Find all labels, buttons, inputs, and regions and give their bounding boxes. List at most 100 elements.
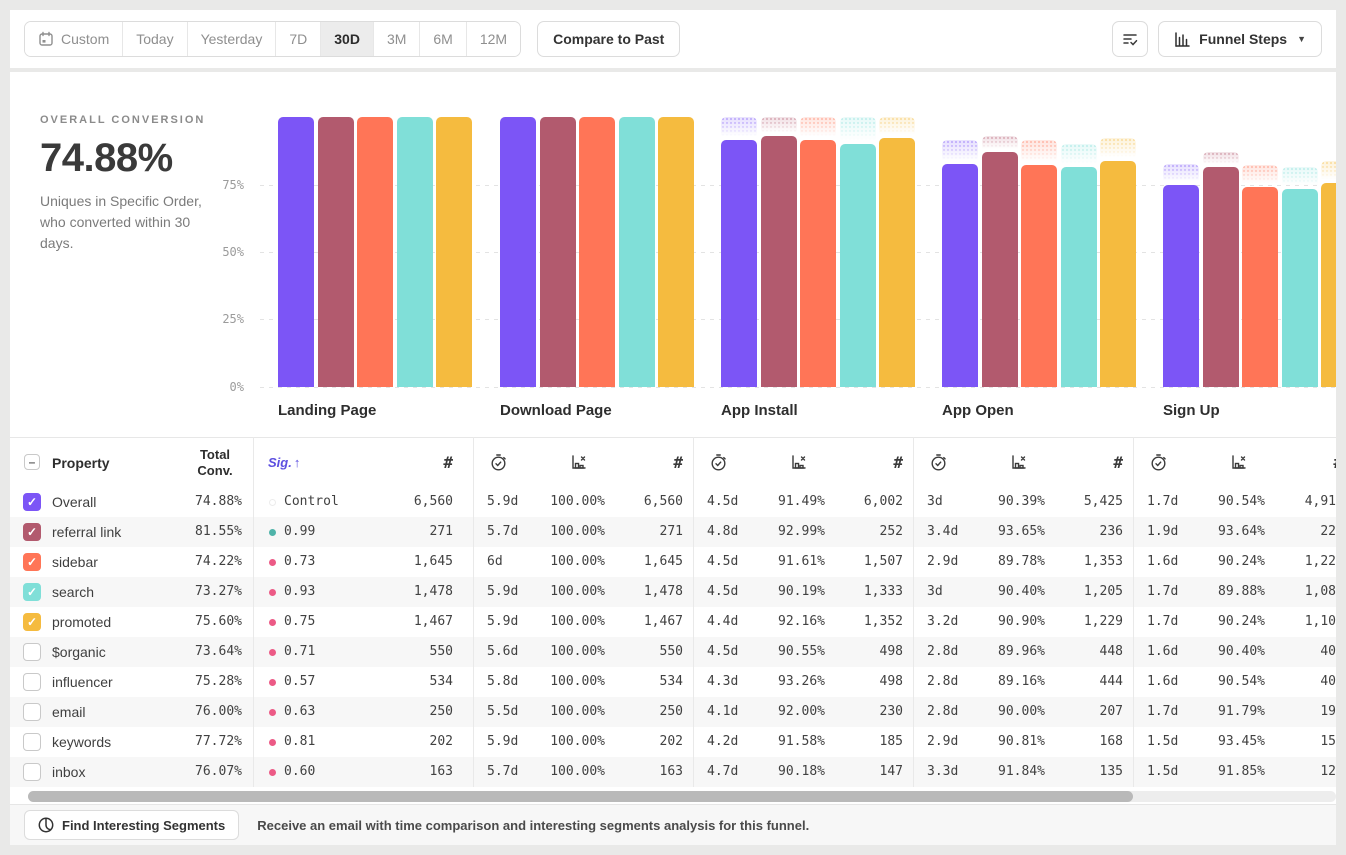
funnel-bar-search[interactable] — [396, 117, 433, 387]
date-range-yesterday[interactable]: Yesterday — [187, 22, 277, 56]
row-checkbox-$organic[interactable] — [23, 643, 41, 661]
total-conv-column-header[interactable]: Total Conv. — [197, 447, 233, 478]
significance-dot — [269, 739, 276, 746]
date-range-12m[interactable]: 12M — [466, 22, 521, 56]
step-conversion-rate: 93.45% — [1218, 734, 1265, 749]
sort-by-conversion-rate[interactable] — [569, 438, 588, 487]
total-conversion-value: 73.27% — [195, 584, 242, 599]
row-checkbox-inbox[interactable] — [23, 763, 41, 781]
step-conversion-rate: 100.00% — [550, 614, 605, 629]
funnel-bar-sidebar[interactable] — [1021, 164, 1057, 387]
step-conversion-rate: 100.00% — [550, 764, 605, 779]
sort-by-conversion-rate[interactable] — [789, 438, 808, 487]
funnel-bar-overall[interactable] — [721, 139, 757, 387]
row-checkbox-email[interactable] — [23, 703, 41, 721]
sort-by-count[interactable]: # — [1293, 438, 1336, 487]
step-avg-time: 5.7d — [487, 524, 519, 539]
funnel-bar-overall[interactable] — [1163, 184, 1199, 387]
filter-list-button[interactable] — [1112, 21, 1149, 57]
table-top-border — [10, 437, 1336, 438]
find-interesting-segments-button[interactable]: Find Interesting Segments — [24, 810, 240, 840]
conversion-rate-icon — [789, 453, 808, 472]
step-avg-time: 1.6d — [1147, 554, 1179, 569]
row-checkbox-search[interactable]: ✓ — [23, 583, 41, 601]
significance-dot — [269, 529, 276, 536]
funnel-bar-referral-link[interactable] — [981, 151, 1018, 387]
funnel-bar-sidebar[interactable] — [800, 139, 836, 387]
funnel-bar-overall[interactable] — [500, 117, 536, 387]
row-checkbox-overall[interactable]: ✓ — [23, 493, 41, 511]
step-count: 40 — [1320, 644, 1336, 659]
sort-by-avg-time[interactable] — [1149, 438, 1168, 487]
row-checkbox-referral-link[interactable]: ✓ — [23, 523, 41, 541]
funnel-bar-promoted[interactable] — [436, 117, 472, 387]
funnel-bar-sidebar[interactable] — [1242, 186, 1278, 387]
funnel-bar-overall[interactable] — [942, 163, 978, 387]
funnel-bar-search[interactable] — [839, 143, 876, 387]
funnel-bar-promoted[interactable] — [1321, 182, 1336, 387]
step-avg-time: 6d — [487, 554, 503, 569]
select-all-checkbox[interactable]: – — [24, 454, 40, 470]
date-range-custom[interactable]: Custom — [25, 22, 124, 56]
step-conversion-rate: 89.16% — [998, 674, 1045, 689]
step-avg-time: 5.9d — [487, 734, 519, 749]
significance-column-header[interactable]: Sig. ↑ — [268, 455, 301, 470]
row-checkbox-promoted[interactable]: ✓ — [23, 613, 41, 631]
step-count: 236 — [1099, 524, 1123, 539]
sort-by-avg-time[interactable] — [929, 438, 948, 487]
date-range-7d[interactable]: 7D — [276, 22, 322, 56]
funnel-bar-promoted[interactable] — [1100, 160, 1136, 387]
funnel-bar-promoted[interactable] — [658, 117, 694, 387]
funnel-bar-promoted[interactable] — [879, 138, 915, 387]
sort-by-conversion-rate[interactable] — [1009, 438, 1028, 487]
property-column-header[interactable]: Property — [52, 454, 110, 471]
row-checkbox-influencer[interactable] — [23, 673, 41, 691]
date-range-30d[interactable]: 30D — [321, 22, 374, 56]
date-range-label: Custom — [61, 31, 110, 47]
step-count: 498 — [879, 644, 903, 659]
step-conversion-rate: 100.00% — [550, 644, 605, 659]
horizontal-scrollbar-thumb[interactable] — [28, 791, 1133, 802]
significance-value: Control — [284, 494, 339, 509]
row-checkbox-keywords[interactable] — [23, 733, 41, 751]
step-count: 22 — [1320, 524, 1336, 539]
significance-dot — [269, 769, 276, 776]
sort-by-conversion-rate[interactable] — [1229, 438, 1248, 487]
view-selector-button[interactable]: Funnel Steps ▼ — [1158, 21, 1322, 57]
column-divider — [693, 437, 694, 787]
step-avg-time: 2.9d — [927, 734, 959, 749]
table-row: ✓ sidebar 74.22% 0.73 1,645 6d 100.00% 1,645 4.5… — [10, 547, 1336, 577]
horizontal-scrollbar-track[interactable] — [28, 791, 1336, 802]
funnel-bar-search[interactable] — [1060, 166, 1097, 387]
funnel-step-label: App Open — [942, 402, 1014, 419]
row-checkbox-sidebar[interactable]: ✓ — [23, 553, 41, 571]
sort-by-avg-time[interactable] — [709, 438, 728, 487]
date-range-3m[interactable]: 3M — [373, 22, 421, 56]
funnel-bar-referral-link[interactable] — [1202, 166, 1239, 387]
date-range-6m[interactable]: 6M — [420, 22, 467, 56]
total-conversion-value: 73.64% — [195, 644, 242, 659]
date-range-today[interactable]: Today — [123, 22, 188, 56]
bar-chart-icon — [1174, 31, 1191, 48]
sort-by-count[interactable]: # — [1113, 453, 1123, 472]
funnel-bar-sidebar[interactable] — [579, 117, 615, 387]
compare-to-past-button[interactable]: Compare to Past — [537, 21, 681, 57]
funnel-bar-referral-link[interactable] — [539, 117, 576, 387]
property-name: promoted — [52, 614, 112, 630]
step-count: 15 — [1320, 734, 1336, 749]
funnel-bar-search[interactable] — [618, 117, 655, 387]
sort-by-avg-time[interactable] — [489, 438, 508, 487]
significance-value: 0.81 — [284, 734, 316, 749]
step-count: 6,002 — [863, 494, 903, 509]
funnel-bar-search[interactable] — [1281, 189, 1318, 387]
funnel-bar-overall[interactable] — [278, 117, 314, 387]
step-count: 1,645 — [643, 554, 683, 569]
step-conversion-rate: 90.81% — [998, 734, 1045, 749]
funnel-bar-referral-link[interactable] — [317, 117, 354, 387]
funnel-bar-sidebar[interactable] — [357, 117, 393, 387]
funnel-bar-referral-link[interactable] — [760, 135, 797, 387]
avg-time-icon — [1149, 453, 1168, 472]
count-column-header[interactable]: # — [443, 453, 453, 472]
sort-by-count[interactable]: # — [893, 453, 903, 472]
sort-by-count[interactable]: # — [673, 453, 683, 472]
